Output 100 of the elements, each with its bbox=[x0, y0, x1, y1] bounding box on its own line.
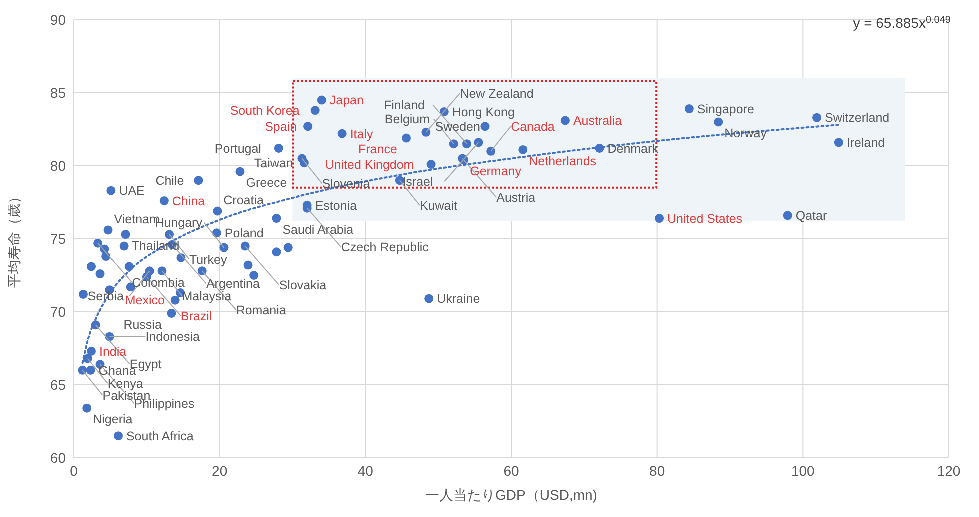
point bbox=[684, 104, 694, 114]
point bbox=[317, 96, 326, 105]
data-label: Mexico bbox=[125, 294, 165, 308]
point bbox=[121, 230, 130, 240]
data-label: Portugal bbox=[214, 142, 262, 156]
point bbox=[87, 262, 96, 272]
point bbox=[426, 160, 436, 170]
data-label: United States bbox=[668, 212, 743, 226]
data-label: France bbox=[358, 142, 398, 157]
point bbox=[91, 320, 100, 330]
data-label: Denmark bbox=[608, 142, 660, 156]
data-label: Russia bbox=[124, 318, 162, 332]
point bbox=[213, 206, 222, 216]
point bbox=[106, 186, 116, 196]
point bbox=[114, 432, 123, 441]
data-label: South Africa bbox=[126, 429, 194, 444]
data-label: Slovakia bbox=[279, 278, 327, 293]
data-label: Croatia bbox=[224, 194, 264, 208]
data-label: Argentina bbox=[206, 277, 260, 292]
data-label: India bbox=[100, 344, 127, 359]
point bbox=[834, 138, 844, 148]
point bbox=[220, 243, 229, 252]
point bbox=[87, 346, 96, 356]
data-label: Czech Republic bbox=[341, 240, 429, 255]
x-tick-label: 80 bbox=[650, 462, 666, 479]
data-label: China bbox=[172, 194, 206, 208]
point bbox=[94, 238, 103, 248]
data-label: Spain bbox=[265, 120, 298, 134]
data-label: South Korea bbox=[230, 104, 300, 118]
point bbox=[86, 366, 96, 375]
data-label: Belgium bbox=[384, 112, 430, 126]
point bbox=[272, 248, 282, 257]
data-label: Canada bbox=[511, 120, 555, 134]
data-label: Germany bbox=[470, 164, 522, 179]
y-tick-label: 75 bbox=[50, 230, 66, 247]
data-label: Kuwait bbox=[420, 198, 458, 213]
data-label: Chile bbox=[156, 174, 184, 188]
data-label: Netherlands bbox=[529, 154, 597, 168]
point bbox=[422, 128, 431, 137]
point bbox=[124, 262, 134, 272]
x-tick-label: 20 bbox=[212, 462, 228, 479]
point bbox=[167, 308, 176, 318]
point bbox=[486, 146, 496, 156]
data-label: Malaysia bbox=[182, 289, 232, 304]
point bbox=[274, 144, 284, 153]
y-tick-label: 80 bbox=[50, 158, 66, 174]
data-label: Japan bbox=[330, 94, 364, 108]
point bbox=[518, 145, 528, 154]
y-tick-label: 65 bbox=[50, 376, 66, 393]
annotation: y = 65.885x$^{0.049}$ bbox=[853, 14, 952, 31]
data-label: Finland bbox=[384, 98, 426, 112]
data-label: Israel bbox=[402, 175, 434, 190]
point bbox=[284, 243, 293, 252]
data-label: UAE bbox=[119, 184, 145, 198]
point bbox=[145, 266, 154, 276]
point bbox=[304, 122, 313, 132]
point bbox=[198, 266, 207, 276]
point bbox=[120, 242, 129, 251]
point bbox=[783, 211, 792, 220]
point bbox=[165, 230, 174, 240]
data-label: Serbia bbox=[88, 289, 124, 304]
point bbox=[272, 214, 282, 224]
data-label: Poland bbox=[224, 226, 264, 241]
data-label: United Kingdom bbox=[325, 158, 414, 172]
point bbox=[158, 266, 167, 276]
data-label: Hong Kong bbox=[452, 105, 516, 120]
data-label: Singapore bbox=[697, 102, 754, 116]
point bbox=[480, 122, 490, 132]
point bbox=[402, 134, 411, 143]
point bbox=[212, 228, 222, 238]
data-label: Austria bbox=[496, 191, 536, 206]
data-label: New Zealand bbox=[460, 86, 534, 101]
data-label: Indonesia bbox=[146, 330, 200, 344]
point bbox=[82, 404, 92, 413]
point bbox=[338, 129, 347, 138]
point bbox=[462, 140, 472, 149]
data-label: Sweden bbox=[435, 120, 480, 134]
point bbox=[96, 270, 105, 279]
data-label: Romania bbox=[236, 303, 286, 318]
x-tick-label: 120 bbox=[937, 462, 961, 479]
data-label: Australia bbox=[573, 114, 622, 128]
data-label: Italy bbox=[350, 127, 374, 142]
x-tick-label: 100 bbox=[791, 462, 816, 479]
point bbox=[595, 144, 604, 153]
x-axis-title: 一人当たりGDP（USD,mn) bbox=[426, 487, 598, 503]
data-label: Brazil bbox=[180, 309, 212, 324]
point bbox=[424, 294, 434, 304]
point bbox=[560, 116, 570, 126]
x-tick-label: 60 bbox=[504, 462, 520, 479]
x-tick-label: 40 bbox=[358, 462, 374, 479]
data-label: Switzerland bbox=[825, 111, 890, 126]
data-label: Greece bbox=[246, 176, 288, 190]
point bbox=[236, 167, 245, 176]
point bbox=[194, 176, 204, 186]
data-label: Nigeria bbox=[93, 412, 133, 427]
point bbox=[78, 290, 88, 299]
data-label: Ireland bbox=[846, 136, 886, 150]
y-tick-label: 60 bbox=[50, 450, 66, 466]
point bbox=[170, 296, 180, 305]
y-tick-label: 85 bbox=[50, 84, 66, 101]
